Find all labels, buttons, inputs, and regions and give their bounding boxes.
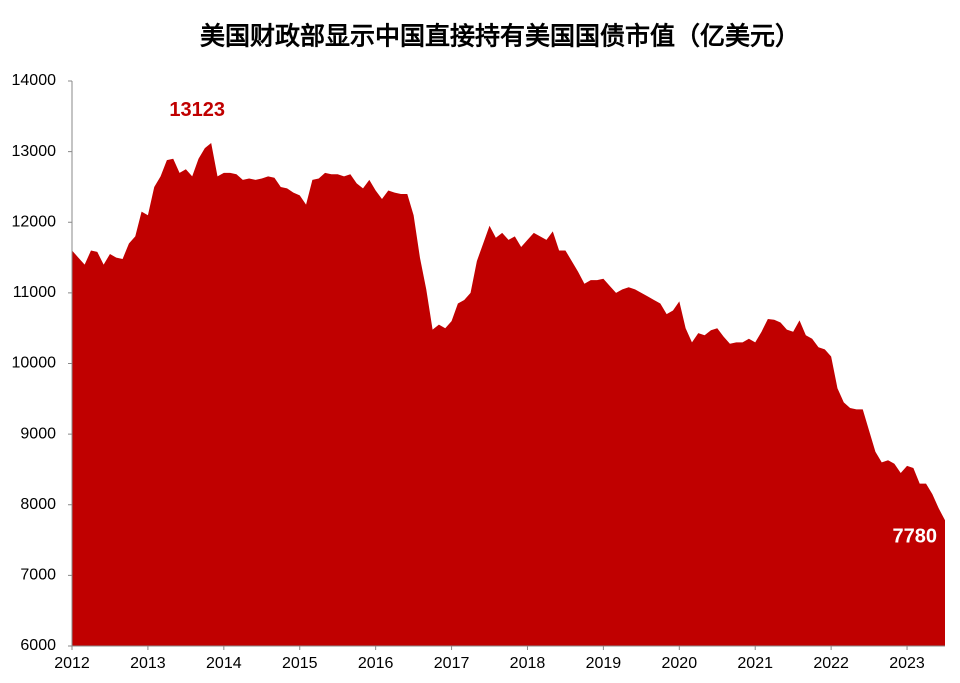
y-tick-label: 12000: [12, 213, 57, 230]
y-tick-label: 6000: [20, 637, 56, 654]
x-tick-label: 2014: [206, 655, 242, 672]
data-label: 7780: [893, 526, 938, 548]
y-tick-label: 10000: [12, 355, 57, 372]
x-tick-label: 2020: [662, 655, 698, 672]
data-label: 13123: [169, 99, 225, 121]
x-tick-label: 2017: [434, 655, 470, 672]
x-tick-label: 2015: [282, 655, 318, 672]
y-tick-label: 7000: [20, 567, 56, 584]
chart-title: 美国财政部显示中国直接持有美国国债市值（亿美元）: [200, 22, 800, 51]
y-tick-label: 14000: [12, 72, 57, 89]
y-tick-label: 8000: [20, 496, 56, 513]
y-tick-label: 9000: [20, 425, 56, 442]
area: [72, 142, 945, 647]
x-tick-label: 2019: [586, 655, 622, 672]
x-tick-label: 2016: [358, 655, 394, 672]
x-tick-label: 2013: [130, 655, 166, 672]
x-tick-label: 2021: [737, 655, 773, 672]
x-tick-label: 2022: [813, 655, 849, 672]
y-tick-label: 11000: [13, 284, 56, 301]
x-tick-label: 2012: [54, 655, 90, 672]
x-tick-label: 2023: [889, 655, 925, 672]
y-tick-label: 13000: [12, 143, 57, 160]
x-tick-label: 2018: [510, 655, 546, 672]
